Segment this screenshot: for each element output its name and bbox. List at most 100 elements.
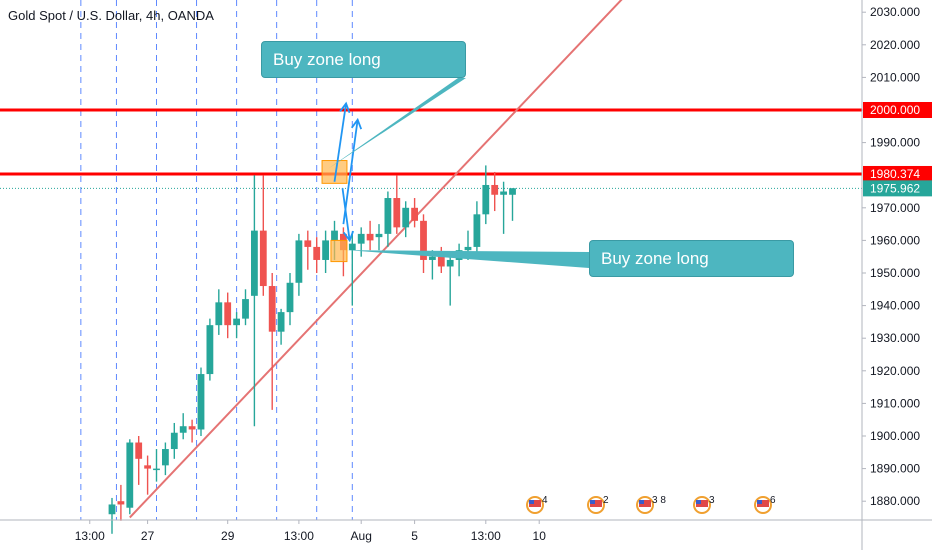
flag-stripes <box>590 500 602 507</box>
candle-body <box>215 302 223 326</box>
candle-body <box>268 286 276 332</box>
candle-body <box>509 188 516 195</box>
candle-body <box>286 282 294 313</box>
candle-body <box>313 246 321 260</box>
economic-events[interactable]: 4 2 3 8 3 6 <box>526 495 776 514</box>
y-tick-label: 1990.000 <box>870 136 920 150</box>
x-tick-label: 10 <box>533 529 547 543</box>
flag-canton <box>696 500 701 504</box>
flag-canton <box>639 500 644 504</box>
arrow-head <box>342 230 355 243</box>
y-tick-label: 2030.000 <box>870 5 920 19</box>
candle-body <box>375 233 383 238</box>
y-tick-label: 1910.000 <box>870 396 920 410</box>
candle-body <box>384 198 392 234</box>
horizontal-levels <box>0 108 862 189</box>
x-tick-label: 13:00 <box>471 529 501 543</box>
flag-canton <box>757 500 762 504</box>
event-count: 3 8 <box>652 495 666 506</box>
candle-body <box>348 243 356 251</box>
projection-arrow <box>333 103 347 182</box>
projection-arrow <box>341 188 351 241</box>
candle-body <box>233 318 240 326</box>
level-price-label: 2000.000 <box>870 103 920 117</box>
buy-zone-box <box>330 239 348 263</box>
candle-body <box>188 426 196 430</box>
y-tick-label: 1880.000 <box>870 494 920 508</box>
candle-body <box>277 312 285 332</box>
flag-stripes <box>639 500 651 507</box>
candle-body <box>446 259 454 267</box>
candle-body <box>259 230 267 287</box>
x-tick-label: 5 <box>411 529 418 543</box>
candle-body <box>206 325 214 375</box>
x-tick-label: 13:00 <box>284 529 314 543</box>
callout-pointers <box>328 78 589 268</box>
candle-body <box>170 432 178 450</box>
candle-body <box>482 184 490 215</box>
x-tick-label: Aug <box>351 529 372 543</box>
ascending-trendline <box>129 0 623 519</box>
candle-body <box>153 468 160 471</box>
flag-stripes <box>529 500 541 507</box>
candle-body <box>437 256 445 267</box>
candle-body <box>251 230 258 296</box>
candle-body <box>366 233 374 241</box>
buy-zone-box <box>321 160 348 184</box>
y-tick-label: 1920.000 <box>870 364 920 378</box>
candle-body <box>357 233 365 244</box>
callout-lower-pointer <box>346 250 589 268</box>
level-price-label: 1980.374 <box>870 167 920 181</box>
buy-zone-callout-upper[interactable]: Buy zone long <box>261 41 466 78</box>
x-tick-label: 13:00 <box>75 529 105 543</box>
candle-body <box>464 246 472 251</box>
arrow-head <box>339 101 351 114</box>
flag-canton <box>590 500 595 504</box>
y-tick-label: 1940.000 <box>870 299 920 313</box>
level-price-tag <box>863 102 932 118</box>
candle-body <box>331 230 338 241</box>
callout-lower-text: Buy zone long <box>601 248 709 268</box>
buy-zones <box>321 160 348 263</box>
y-tick-label: 1930.000 <box>870 331 920 345</box>
level-price-tag <box>863 165 932 182</box>
candles <box>108 165 516 534</box>
event-count: 2 <box>603 495 609 506</box>
buy-zone-callout-lower[interactable]: Buy zone long <box>589 240 794 277</box>
candle-body <box>126 442 134 508</box>
y-tick-label: 1960.000 <box>870 233 920 247</box>
current-price-label: 1975.962 <box>870 181 920 195</box>
y-tick-label: 1950.000 <box>870 266 920 280</box>
y-tick-label: 2020.000 <box>870 38 920 52</box>
candle-body <box>135 442 143 459</box>
session-separators <box>80 0 353 520</box>
candle-body <box>322 240 329 260</box>
callout-upper-text: Buy zone long <box>273 49 381 69</box>
candle-body <box>117 501 125 505</box>
projection-arrows <box>333 101 363 243</box>
candle-body <box>242 299 249 319</box>
y-tick-label: 1900.000 <box>870 429 920 443</box>
candle-body <box>295 240 303 283</box>
x-tick-label: 29 <box>221 529 235 543</box>
event-count: 4 <box>542 495 548 506</box>
candle-body <box>411 207 418 221</box>
y-tick-label: 1890.000 <box>870 462 920 476</box>
candle-body <box>197 374 205 430</box>
flag-stripes <box>696 500 708 507</box>
arrow-head <box>350 117 363 130</box>
event-count: 6 <box>770 495 776 506</box>
y-tick-label: 1970.000 <box>870 201 920 215</box>
current-price-tag <box>863 180 932 197</box>
candle-body <box>144 465 151 469</box>
candle-body <box>393 198 401 228</box>
flag-canton <box>529 500 534 504</box>
candle-body <box>108 504 116 515</box>
callout-upper-pointer <box>328 78 466 169</box>
candle-body <box>402 207 410 228</box>
candle-body <box>500 191 507 195</box>
candle-body <box>429 256 436 260</box>
flag-stripes <box>757 500 769 507</box>
